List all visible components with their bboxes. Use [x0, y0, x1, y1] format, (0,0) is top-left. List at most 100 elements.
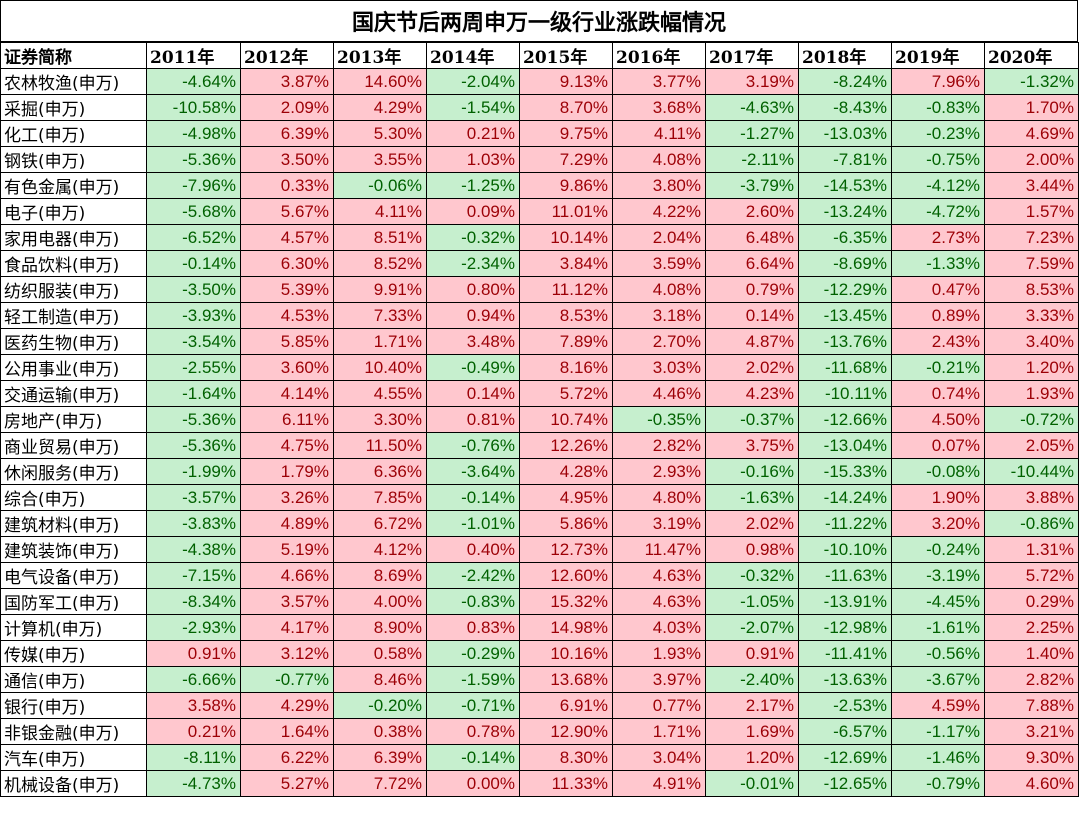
value-cell: 3.55% [333, 146, 427, 173]
value-cell: 5.30% [333, 120, 427, 147]
value-cell: -6.57% [798, 718, 892, 745]
value-cell: -1.33% [891, 250, 985, 277]
value-cell: -11.22% [798, 510, 892, 537]
value-cell: 2.04% [612, 224, 706, 251]
value-cell: -12.66% [798, 406, 892, 433]
value-cell: 12.60% [519, 562, 613, 589]
value-cell: -0.35% [612, 406, 706, 433]
value-cell: -12.29% [798, 276, 892, 303]
value-cell: 4.66% [240, 562, 334, 589]
value-cell: -0.76% [426, 432, 520, 459]
value-cell: -6.66% [146, 666, 241, 693]
value-cell: 3.20% [891, 510, 985, 537]
value-cell: 4.80% [612, 484, 706, 511]
value-cell: -8.43% [798, 94, 892, 121]
value-cell: 0.40% [426, 536, 520, 563]
value-cell: 2.09% [240, 94, 334, 121]
value-cell: -3.50% [146, 276, 241, 303]
row-label: 房地产(申万) [0, 406, 147, 433]
value-cell: -11.41% [798, 640, 892, 667]
value-cell: 12.73% [519, 536, 613, 563]
value-cell: -5.36% [146, 432, 241, 459]
value-cell: 2.70% [612, 328, 706, 355]
value-cell: 1.70% [984, 94, 1079, 121]
value-cell: 3.40% [984, 328, 1079, 355]
value-cell: -0.14% [426, 744, 520, 771]
value-cell: -3.79% [705, 172, 799, 199]
table-row: 机械设备(申万) -4.73% 5.27% 7.72% 0.00% 11.33% 4.91%… [0, 770, 1079, 797]
value-cell: 5.72% [984, 562, 1079, 589]
value-cell: 4.60% [984, 770, 1079, 797]
value-cell: -0.86% [984, 510, 1079, 537]
table-row: 综合(申万) -3.57% 3.26% 7.85% -0.14% 4.95% 4.80% -1… [0, 484, 1079, 511]
value-cell: 7.96% [891, 68, 985, 95]
table-row: 建筑装饰(申万) -4.38% 5.19% 4.12% 0.40% 12.73% 11.47… [0, 536, 1079, 563]
value-cell: 3.26% [240, 484, 334, 511]
row-label: 汽车(申万) [0, 744, 147, 771]
value-cell: 4.28% [519, 458, 613, 485]
value-cell: -0.01% [705, 770, 799, 797]
header-cell-year: 2012年 [240, 42, 334, 69]
value-cell: -3.67% [891, 666, 985, 693]
value-cell: 8.90% [333, 614, 427, 641]
row-label: 非银金融(申万) [0, 718, 147, 745]
table-row: 化工(申万) -4.98% 6.39% 5.30% 0.21% 9.75% 4.11% -1.… [0, 120, 1079, 147]
value-cell: 4.17% [240, 614, 334, 641]
value-cell: 0.21% [146, 718, 241, 745]
row-label: 交通运输(申万) [0, 380, 147, 407]
value-cell: 9.75% [519, 120, 613, 147]
table-row: 商业贸易(申万) -5.36% 4.75% 11.50% -0.76% 12.26% 2.8… [0, 432, 1079, 459]
value-cell: 7.23% [984, 224, 1079, 251]
value-cell: -4.38% [146, 536, 241, 563]
value-cell: 4.50% [891, 406, 985, 433]
value-cell: 4.89% [240, 510, 334, 537]
value-cell: 1.69% [705, 718, 799, 745]
value-cell: 2.02% [705, 354, 799, 381]
value-cell: 14.98% [519, 614, 613, 641]
value-cell: 5.39% [240, 276, 334, 303]
value-cell: 11.12% [519, 276, 613, 303]
row-label: 有色金属(申万) [0, 172, 147, 199]
value-cell: 4.91% [612, 770, 706, 797]
table-row: 建筑材料(申万) -3.83% 4.89% 6.72% -1.01% 5.86% 3.19%… [0, 510, 1079, 537]
value-cell: 3.44% [984, 172, 1079, 199]
value-cell: 7.33% [333, 302, 427, 329]
value-cell: 1.71% [333, 328, 427, 355]
value-cell: -12.69% [798, 744, 892, 771]
value-cell: -6.52% [146, 224, 241, 251]
value-cell: 4.08% [612, 276, 706, 303]
value-cell: -2.11% [705, 146, 799, 173]
value-cell: 6.30% [240, 250, 334, 277]
value-cell: -8.34% [146, 588, 241, 615]
value-cell: -2.53% [798, 692, 892, 719]
value-cell: 8.53% [984, 276, 1079, 303]
value-cell: 1.40% [984, 640, 1079, 667]
value-cell: 2.82% [984, 666, 1079, 693]
value-cell: -0.16% [705, 458, 799, 485]
value-cell: 0.78% [426, 718, 520, 745]
table-row: 电子(申万) -5.68% 5.67% 4.11% 0.09% 11.01% 4.22% 2.… [0, 198, 1079, 225]
table-row: 国防军工(申万) -8.34% 3.57% 4.00% -0.83% 15.32% 4.63… [0, 588, 1079, 615]
value-cell: 0.91% [146, 640, 241, 667]
row-label: 采掘(申万) [0, 94, 147, 121]
value-cell: 4.03% [612, 614, 706, 641]
value-cell: 0.79% [705, 276, 799, 303]
value-cell: 4.12% [333, 536, 427, 563]
value-cell: -0.06% [333, 172, 427, 199]
value-cell: -3.83% [146, 510, 241, 537]
value-cell: -1.59% [426, 666, 520, 693]
value-cell: 0.07% [891, 432, 985, 459]
value-cell: -0.14% [146, 250, 241, 277]
value-cell: 0.09% [426, 198, 520, 225]
value-cell: -10.10% [798, 536, 892, 563]
value-cell: -14.53% [798, 172, 892, 199]
table-row: 有色金属(申万) -7.96% 0.33% -0.06% -1.25% 9.86% 3.80… [0, 172, 1079, 199]
value-cell: 4.63% [612, 562, 706, 589]
value-cell: -2.42% [426, 562, 520, 589]
row-label: 机械设备(申万) [0, 770, 147, 797]
value-cell: -0.49% [426, 354, 520, 381]
value-cell: 6.39% [240, 120, 334, 147]
value-cell: 5.72% [519, 380, 613, 407]
value-cell: -13.45% [798, 302, 892, 329]
